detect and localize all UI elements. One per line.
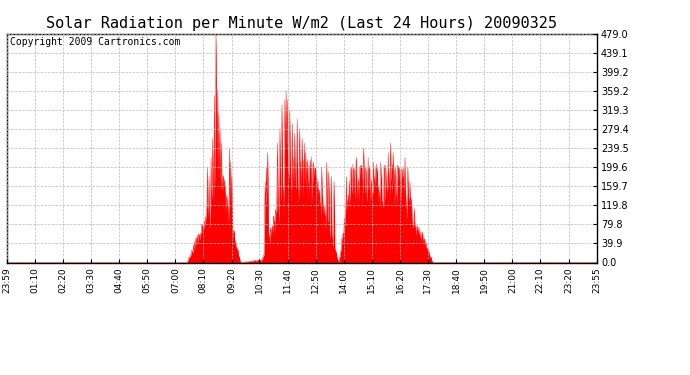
- Text: Copyright 2009 Cartronics.com: Copyright 2009 Cartronics.com: [10, 37, 180, 47]
- Title: Solar Radiation per Minute W/m2 (Last 24 Hours) 20090325: Solar Radiation per Minute W/m2 (Last 24…: [46, 16, 558, 31]
